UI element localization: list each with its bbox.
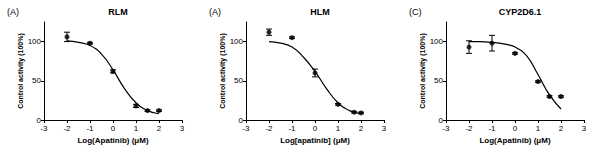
svg-text:(A): (A) [7,7,19,17]
svg-text:2: 2 [359,124,364,133]
svg-text:1: 1 [134,124,139,133]
svg-text:3: 3 [180,124,185,133]
svg-text:100: 100 [430,37,444,46]
svg-text:0: 0 [513,124,518,133]
svg-text:0: 0 [36,115,41,125]
svg-text:3: 3 [382,124,387,133]
svg-text:-3: -3 [40,124,48,133]
svg-text:0: 0 [111,124,116,133]
svg-text:1: 1 [536,124,541,133]
svg-text:Log(Apatinib) (μM): Log(Apatinib) (μM) [77,136,148,145]
svg-text:-3: -3 [242,124,250,133]
svg-text:-3: -3 [442,124,450,133]
svg-text:-1: -1 [288,124,296,133]
svg-text:HLM: HLM [310,7,330,17]
svg-text:RLM: RLM [108,7,128,17]
svg-text:-1: -1 [488,124,496,133]
svg-text:100: 100 [28,37,42,46]
svg-text:(C): (C) [409,7,422,17]
svg-text:Log(Apatinib) (μM): Log(Apatinib) (μM) [479,136,550,145]
svg-text:50: 50 [234,76,243,85]
svg-text:2: 2 [559,124,564,133]
svg-text:Log[apatinib] (μM): Log[apatinib] (μM) [280,136,350,145]
svg-text:100: 100 [230,37,244,46]
svg-text:0: 0 [238,115,243,125]
svg-text:0: 0 [438,115,443,125]
svg-text:0: 0 [313,124,318,133]
svg-text:50: 50 [32,76,41,85]
svg-text:3: 3 [582,124,587,133]
svg-text:50: 50 [434,76,443,85]
svg-text:1: 1 [336,124,341,133]
svg-text:-1: -1 [86,124,94,133]
svg-text:CYP2D6.1: CYP2D6.1 [499,7,542,17]
svg-text:-2: -2 [63,124,71,133]
svg-text:Control activity (100%): Control activity (100%) [219,33,227,108]
svg-text:-2: -2 [265,124,273,133]
svg-text:-2: -2 [465,124,473,133]
svg-text:(A): (A) [209,7,221,17]
svg-text:Control activity (100%): Control activity (100%) [419,33,427,108]
svg-text:Control activity (100%): Control activity (100%) [17,33,25,108]
svg-text:2: 2 [157,124,162,133]
